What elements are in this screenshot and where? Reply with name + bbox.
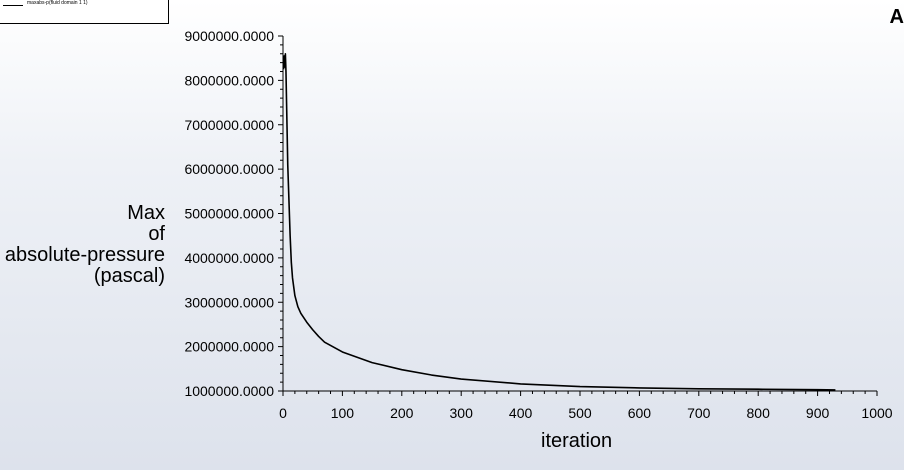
- y-tick-label: 6000000.0000: [184, 161, 274, 177]
- legend-label: maxabs-p(fluid domain 1 1): [27, 0, 88, 6]
- x-axis-label: iteration: [541, 430, 613, 452]
- y-tick-label: 3000000.0000: [184, 294, 274, 310]
- legend: maxabs-p(fluid domain 1 1): [0, 0, 169, 24]
- x-tick-label: 500: [568, 405, 592, 421]
- y-tick-label: 8000000.0000: [184, 72, 274, 88]
- y-axis-label-line: (pascal): [93, 265, 165, 287]
- y-axis-label-line: absolute-pressure: [4, 244, 165, 266]
- corner-letter: A: [889, 6, 904, 28]
- x-tick-label: 0: [279, 405, 287, 421]
- y-axis-ticks: 1000000.0000 2000000.0000 3000000.0000 4000…: [184, 28, 283, 399]
- y-tick-label: 9000000.0000: [184, 28, 274, 44]
- x-tick-label: 800: [747, 405, 771, 421]
- x-tick-label: 200: [390, 405, 414, 421]
- series-layer: [282, 52, 836, 391]
- x-tick-label: 400: [509, 405, 533, 421]
- x-tick-label: 600: [628, 405, 652, 421]
- x-tick-label: 900: [806, 405, 830, 421]
- x-tick-label: 300: [450, 405, 474, 421]
- y-tick-label: 4000000.0000: [184, 250, 274, 266]
- series-line: [282, 52, 836, 391]
- y-tick-label: 1000000.0000: [184, 383, 274, 399]
- x-tick-label: 1000: [861, 405, 892, 421]
- x-tick-label: 700: [687, 405, 711, 421]
- y-axis-label: Max of absolute-pressure (pascal): [5, 203, 165, 287]
- y-tick-label: 5000000.0000: [184, 206, 274, 222]
- y-tick-label: 2000000.0000: [184, 339, 274, 355]
- y-tick-label: 7000000.0000: [184, 117, 274, 133]
- y-axis-label-line: of: [148, 223, 165, 245]
- x-axis-ticks: 0 100 200 300 400 500 600 700 800 900 1000: [279, 391, 893, 421]
- legend-line-swatch: [3, 5, 23, 6]
- y-axis-label-line: Max: [127, 202, 165, 224]
- x-tick-label: 100: [331, 405, 355, 421]
